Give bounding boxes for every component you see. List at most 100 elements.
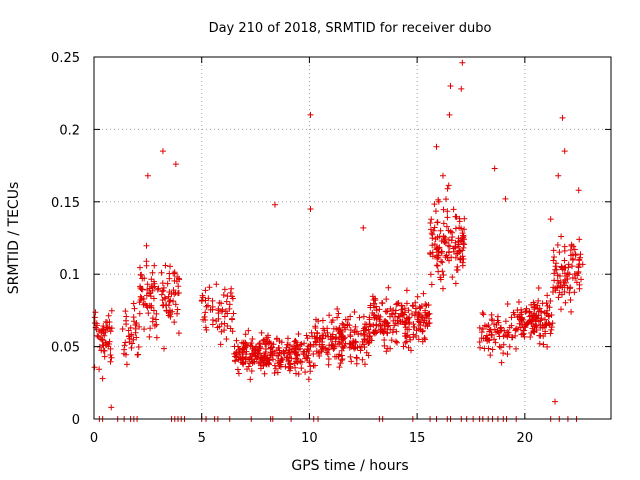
data-point: [484, 335, 491, 342]
data-point: [130, 314, 137, 321]
data-point: [175, 283, 182, 290]
data-point: [245, 327, 252, 334]
data-point: [437, 274, 444, 281]
data-point: [458, 238, 465, 245]
data-point: [252, 346, 259, 353]
data-point: [141, 326, 148, 333]
data-point: [235, 346, 242, 353]
data-point: [444, 214, 451, 221]
data-point: [100, 342, 107, 349]
data-point: [502, 318, 509, 325]
data-point: [423, 312, 430, 319]
data-point: [535, 284, 542, 291]
data-point: [544, 292, 551, 299]
data-point: [108, 325, 115, 332]
data-point: [367, 332, 374, 339]
data-point: [551, 253, 558, 260]
data-point: [273, 352, 280, 359]
data-point: [295, 331, 302, 338]
y-tick-label: 0.05: [51, 341, 80, 356]
data-point: [230, 310, 237, 317]
data-point: [394, 300, 401, 307]
data-point: [221, 327, 228, 334]
data-point: [252, 353, 259, 360]
data-point: [256, 343, 263, 350]
data-point: [221, 286, 228, 293]
data-point: [356, 314, 363, 321]
data-point: [260, 361, 267, 368]
data-point: [351, 345, 358, 352]
data-point: [152, 316, 159, 323]
data-point: [486, 326, 493, 333]
data-point: [492, 339, 499, 346]
data-point: [239, 349, 246, 356]
data-point: [347, 327, 354, 334]
data-point: [202, 287, 209, 294]
data-point: [353, 360, 360, 367]
data-point: [375, 322, 382, 329]
data-point: [489, 346, 496, 353]
data-point: [96, 366, 103, 373]
data-point: [410, 334, 417, 341]
data-point: [357, 347, 364, 354]
data-point: [307, 368, 314, 375]
data-point: [311, 362, 318, 369]
data-point: [501, 327, 508, 334]
data-point: [376, 306, 383, 313]
data-point: [439, 285, 446, 292]
data-point: [403, 338, 410, 345]
data-point: [551, 398, 558, 405]
data-point: [394, 317, 401, 324]
data-point: [348, 358, 355, 365]
data-point: [401, 311, 408, 318]
data-point: [227, 289, 234, 296]
data-point: [529, 317, 536, 324]
data-point: [295, 346, 302, 353]
data-point: [167, 311, 174, 318]
data-point: [515, 298, 522, 305]
data-point: [165, 302, 172, 309]
y-tick-label: 0.15: [51, 196, 80, 211]
data-point: [487, 352, 494, 359]
data-point: [307, 206, 314, 213]
data-point: [398, 306, 405, 313]
data-point: [449, 274, 456, 281]
data-point: [91, 364, 98, 371]
data-point: [427, 249, 434, 256]
data-point: [287, 351, 294, 358]
data-point: [419, 338, 426, 345]
data-point: [223, 336, 230, 343]
data-point: [566, 289, 573, 296]
data-point: [139, 275, 146, 282]
data-point: [147, 325, 154, 332]
data-point: [276, 347, 283, 354]
data-point: [575, 187, 582, 194]
data-point: [353, 354, 360, 361]
data-point: [368, 337, 375, 344]
data-point: [175, 330, 182, 337]
y-axis-label: SRMTID / TECUs: [6, 182, 22, 295]
data-point: [394, 339, 401, 346]
data-point: [539, 300, 546, 307]
data-point: [429, 249, 436, 256]
data-point: [346, 344, 353, 351]
data-point: [359, 356, 366, 363]
data-point: [283, 354, 290, 361]
data-point: [324, 329, 331, 336]
data-point: [509, 334, 516, 341]
data-point: [153, 310, 160, 317]
data-point: [360, 224, 367, 231]
data-point: [120, 350, 127, 357]
data-point: [547, 216, 554, 223]
data-point: [412, 305, 419, 312]
data-point: [384, 320, 391, 327]
data-point: [441, 236, 448, 243]
data-point: [201, 313, 208, 320]
data-point: [329, 317, 336, 324]
data-point: [371, 329, 378, 336]
data-point: [365, 339, 372, 346]
data-point: [555, 172, 562, 179]
data-point: [310, 351, 317, 358]
data-point: [496, 333, 503, 340]
data-point: [479, 310, 486, 317]
